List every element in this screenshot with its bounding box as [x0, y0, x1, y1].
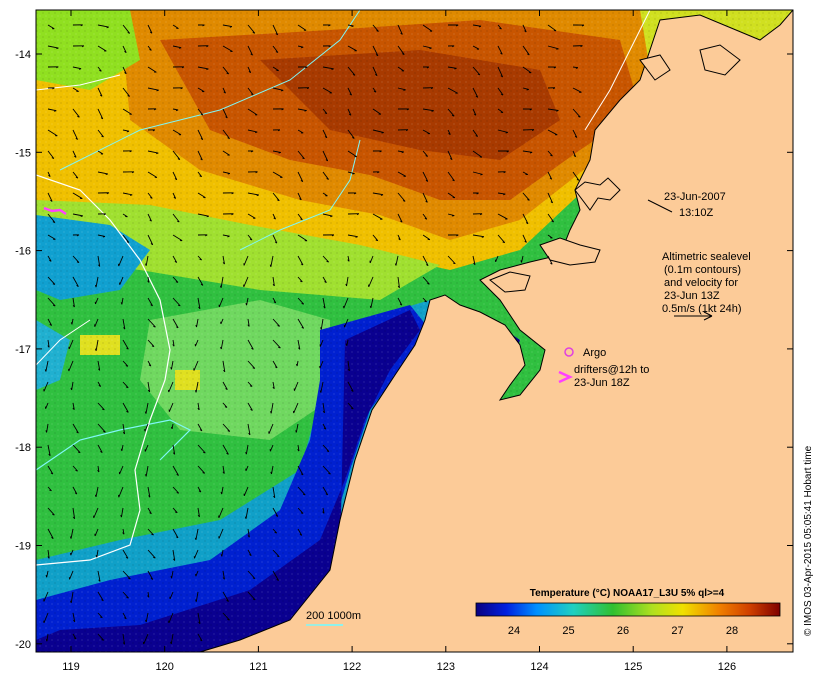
y-tick-label: -14: [15, 49, 31, 61]
time-line: 13:10Z: [679, 207, 714, 219]
altimetry-line-5: 0.5m/s (1kt 24h): [662, 303, 741, 315]
y-tick-label: -16: [15, 246, 31, 258]
drifter-line-2: 23-Jun 18Z: [574, 377, 630, 389]
argo-icon: [564, 347, 574, 357]
velocity-arrows: [43, 24, 585, 645]
x-tick-label: 125: [624, 661, 642, 673]
y-axis: -14 -15 -16 -17 -18 -19 -20: [15, 49, 793, 651]
x-tick-label: 124: [530, 661, 548, 673]
plot-frame: [35, 9, 794, 653]
drifter-track: [43, 206, 67, 216]
x-axis: 119 120 121 122 123 124 125 126: [62, 10, 736, 673]
date-line: 23-Jun-2007: [664, 191, 726, 203]
colorbar-tick-label: 25: [562, 625, 574, 637]
colorbar-ramp: [475, 602, 781, 617]
y-tick-label: -20: [15, 639, 31, 651]
scale-arrow-icon: [674, 311, 713, 321]
depth-contours: [36, 10, 651, 566]
depth-legend-label: 200 1000m: [306, 610, 361, 622]
land: [199, 10, 793, 652]
colorbar-tick-label: 27: [671, 625, 683, 637]
argo-label: Argo: [583, 347, 606, 359]
x-tick-label: 121: [249, 661, 267, 673]
x-tick-label: 120: [156, 661, 174, 673]
drifter-icon: [558, 370, 574, 384]
credit-line: © IMOS 03-Apr-2015 05:05:41 Hobart time: [803, 445, 814, 636]
altimetry-line-3: and velocity for: [664, 277, 738, 289]
date-pointer: [647, 199, 673, 213]
y-tick-label: -17: [15, 344, 31, 356]
altimetry-line-1: Altimetric sealevel: [662, 251, 751, 263]
altimetry-note: Altimetric sealevel (0.1m contours) and …: [662, 251, 751, 321]
x-tick-label: 119: [62, 661, 80, 673]
y-tick-label: -19: [15, 541, 31, 553]
y-tick-label: -15: [15, 147, 31, 159]
x-tick-label: 122: [343, 661, 361, 673]
x-tick-label: 126: [718, 661, 736, 673]
drifter-line-1: drifters@12h to: [574, 364, 649, 376]
altimetry-line-4: 23-Jun 13Z: [664, 290, 720, 302]
y-tick-label: -18: [15, 442, 31, 454]
colorbar-tick-label: 24: [508, 625, 520, 637]
x-tick-label: 123: [437, 661, 455, 673]
colorbar: Temperature (°C) NOAA17_L3U 5% ql>=4 24 2…: [475, 588, 781, 637]
colorbar-tick-label: 26: [617, 625, 629, 637]
colorbar-title: Temperature (°C) NOAA17_L3U 5% ql>=4: [530, 588, 725, 599]
altimetry-line-2: (0.1m contours): [664, 264, 741, 276]
colorbar-tick-label: 28: [726, 625, 738, 637]
